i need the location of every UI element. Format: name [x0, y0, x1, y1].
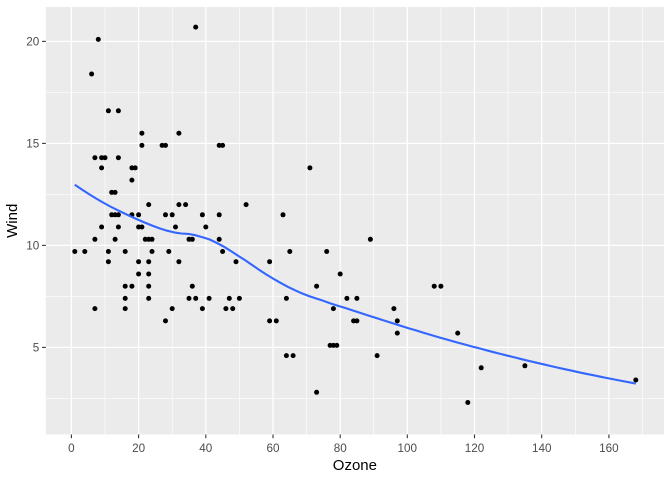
svg-text:120: 120 — [465, 442, 485, 455]
svg-text:10: 10 — [26, 240, 40, 253]
svg-text:100: 100 — [398, 442, 418, 455]
svg-text:Wind: Wind — [4, 204, 21, 238]
svg-text:Ozone: Ozone — [333, 457, 377, 474]
svg-text:60: 60 — [266, 442, 280, 455]
svg-text:40: 40 — [199, 442, 213, 455]
svg-text:0: 0 — [68, 442, 75, 455]
svg-text:160: 160 — [599, 442, 619, 455]
svg-text:20: 20 — [132, 442, 146, 455]
svg-text:20: 20 — [26, 36, 40, 49]
svg-text:140: 140 — [532, 442, 552, 455]
svg-text:15: 15 — [26, 138, 40, 151]
svg-text:5: 5 — [33, 342, 40, 355]
svg-text:80: 80 — [334, 442, 348, 455]
